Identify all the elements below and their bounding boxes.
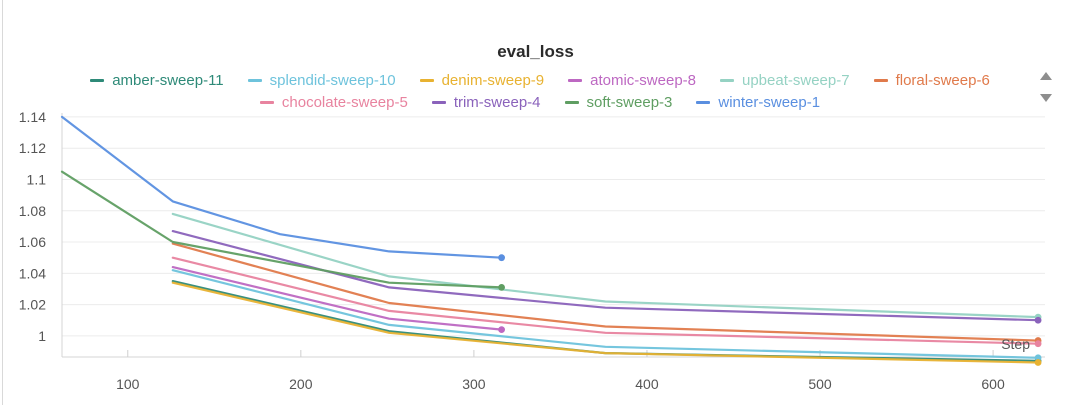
y-tick-label: 1.08	[19, 203, 46, 219]
y-tick-label: 1.14	[19, 109, 46, 125]
series-endpoint-winter-sweep-1[interactable]	[498, 254, 505, 262]
series-line-winter-sweep-1[interactable]	[60, 115, 503, 259]
series-line-trim-sweep-4[interactable]	[171, 230, 1040, 322]
x-tick-label: 100	[116, 376, 140, 392]
legend-item-winter-sweep-1[interactable]: winter-sweep-1	[696, 94, 820, 111]
chart-title: eval_loss	[497, 42, 574, 61]
legend-pager	[1038, 72, 1054, 116]
legend-row-1: amber-sweep-11 splendid-sweep-10 denim-s…	[60, 69, 1020, 91]
y-tick-label: 1.04	[19, 265, 46, 281]
legend-swatch	[696, 100, 711, 104]
x-tick-label: 400	[635, 376, 659, 392]
series-line-denim-sweep-9[interactable]	[171, 281, 1040, 364]
legend-swatch	[90, 78, 105, 82]
legend-label: winter-sweep-1	[718, 93, 821, 111]
x-tick-label: 600	[981, 376, 1005, 392]
series-endpoint-chocolate-sweep-5[interactable]	[1034, 340, 1042, 348]
legend-label: floral-sweep-6	[895, 71, 990, 89]
series-line-floral-sweep-6[interactable]	[171, 242, 1040, 342]
legend-item-amber-sweep-11[interactable]: amber-sweep-11	[90, 71, 224, 89]
legend-label: chocolate-sweep-5	[281, 93, 408, 111]
series-endpoint-soft-sweep-3[interactable]	[498, 283, 505, 291]
panel-border	[2, 0, 3, 405]
series-line-splendid-sweep-10[interactable]	[171, 269, 1040, 359]
legend-swatch	[419, 78, 434, 82]
y-tick-label: 1.06	[19, 234, 46, 250]
series-layer	[60, 115, 1042, 366]
series-endpoint-denim-sweep-9[interactable]	[1034, 359, 1042, 366]
x-tick-label: 300	[462, 376, 486, 392]
legend-label: splendid-sweep-10	[269, 71, 396, 89]
series-endpoint-trim-sweep-4[interactable]	[1034, 316, 1042, 324]
legend-label: denim-sweep-9	[441, 71, 545, 89]
y-tick-label: 1.1	[27, 171, 47, 187]
legend-swatch	[259, 100, 274, 104]
legend-item-chocolate-sweep-5[interactable]: chocolate-sweep-5	[259, 93, 408, 111]
grid-layer	[62, 116, 1045, 337]
x-axis-label: Step	[1001, 336, 1030, 352]
legend-label: trim-sweep-4	[453, 93, 541, 111]
legend-label: atomic-sweep-8	[590, 71, 696, 89]
legend-item-soft-sweep-3[interactable]: soft-sweep-3	[564, 93, 673, 111]
series-endpoint-splendid-sweep-10[interactable]	[1034, 354, 1042, 362]
legend: amber-sweep-11 splendid-sweep-10 denim-s…	[60, 69, 1020, 113]
legend-item-floral-sweep-6[interactable]: floral-sweep-6	[873, 71, 990, 89]
legend-swatch	[873, 78, 888, 82]
legend-scroll-down-icon[interactable]	[1040, 94, 1052, 102]
legend-item-upbeat-sweep-7[interactable]: upbeat-sweep-7	[720, 72, 850, 89]
legend-scroll-up-icon[interactable]	[1040, 72, 1052, 80]
y-tick-label: 1.12	[19, 140, 46, 156]
legend-item-atomic-sweep-8[interactable]: atomic-sweep-8	[568, 72, 696, 89]
legend-swatch	[431, 100, 446, 104]
legend-item-trim-sweep-4[interactable]: trim-sweep-4	[431, 93, 541, 111]
legend-item-splendid-sweep-10[interactable]: splendid-sweep-10	[247, 71, 396, 89]
legend-label: soft-sweep-3	[586, 93, 673, 111]
legend-item-denim-sweep-9[interactable]: denim-sweep-9	[419, 71, 545, 89]
series-endpoint-atomic-sweep-8[interactable]	[498, 326, 505, 334]
legend-swatch	[720, 78, 734, 82]
series-line-amber-sweep-11[interactable]	[171, 280, 1040, 362]
legend-label: amber-sweep-11	[112, 71, 224, 89]
y-tick-label: 1	[38, 328, 46, 344]
series-line-atomic-sweep-8[interactable]	[171, 266, 503, 331]
series-line-upbeat-sweep-7[interactable]	[171, 212, 1040, 319]
legend-label: upbeat-sweep-7	[742, 71, 850, 89]
legend-swatch	[568, 78, 583, 82]
legend-swatch	[564, 100, 579, 104]
legend-row-2: chocolate-sweep-5 trim-sweep-4 soft-swee…	[60, 91, 1020, 113]
axis-layer: 1 1.02 1.04 1.06 1.08 1.1 1.12 1.14 100 200 300 400…	[19, 109, 1045, 392]
x-tick-label: 500	[808, 376, 832, 392]
y-tick-label: 1.02	[19, 297, 46, 313]
legend-swatch	[247, 78, 262, 82]
series-line-chocolate-sweep-5[interactable]	[171, 256, 1040, 345]
series-line-soft-sweep-3[interactable]	[60, 170, 503, 289]
x-tick-label: 200	[289, 376, 313, 392]
